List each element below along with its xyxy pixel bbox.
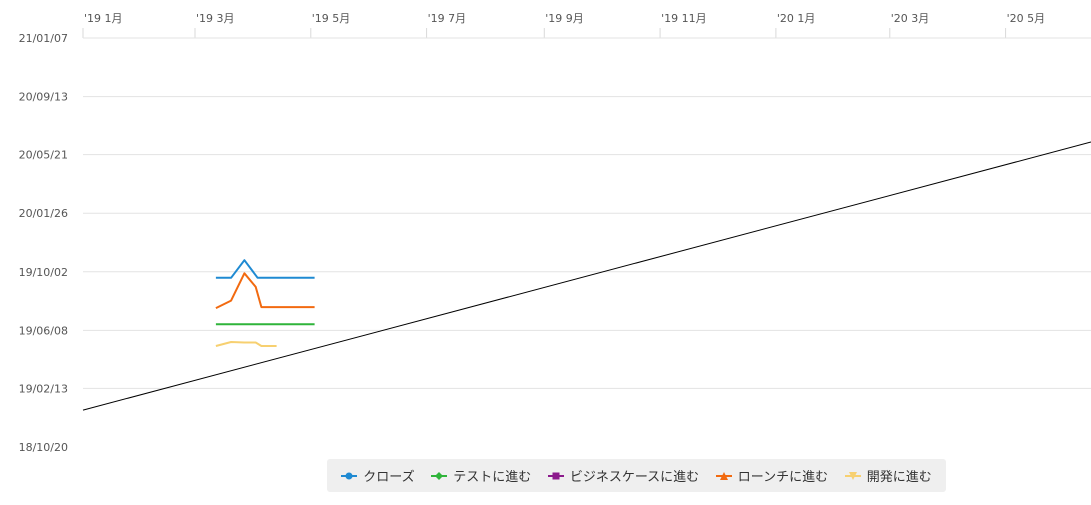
x-tick-label: '20 5月 [1007,12,1046,25]
legend-label: ローンチに進む [737,470,829,485]
y-tick-label: 19/10/02 [19,266,68,279]
legend: クローズ テストに進む ビジネスケースに進む ローンチに進む 開発に進む [327,459,946,492]
legend-label: クローズ [363,470,415,485]
y-axis: 18/10/20 19/02/13 19/06/08 19/10/02 20/01/26… [19,32,68,454]
legend-marker-icon [715,471,732,480]
y-tick-label: 21/01/07 [19,32,68,45]
legend-item-1[interactable]: クローズ [341,466,415,485]
x-axis: '19 1月 '19 3月 '19 5月 '19 7月 '19 9月 '19 11月 '20… [84,12,1045,25]
legend-label: 開発に進む [866,470,932,485]
x-tick-label: '20 3月 [891,12,930,25]
legend-label: テストに進む [453,470,532,485]
x-tick-label: '19 7月 [428,12,467,25]
legend-label: ビジネスケースに進む [569,470,700,485]
legend-item-4[interactable]: ローンチに進む [715,466,829,485]
x-tick-label: '19 5月 [312,12,351,25]
legend-marker-icon [547,472,564,479]
x-tick-label: '19 9月 [545,12,584,25]
legend-item-5[interactable]: 開発に進む [844,466,932,485]
x-tick-label: '19 3月 [196,12,235,25]
x-tick-label: '19 1月 [84,12,123,25]
y-tick-label: 20/01/26 [19,207,68,220]
grid-layer [82,28,1091,389]
series-line-5 [215,341,277,347]
y-tick-label: 18/10/20 [19,441,68,454]
legend-marker-icon [844,471,861,480]
series-line-4 [215,272,315,309]
legend-item-2[interactable]: テストに進む [431,466,531,485]
y-tick-label: 19/02/13 [19,382,68,395]
x-tick-label: '19 11月 [661,12,707,25]
reference-layer [82,141,1091,411]
x-tick-label: '20 1月 [777,12,816,25]
y-tick-label: 20/05/21 [19,149,68,162]
legend-item-3[interactable]: ビジネスケースに進む [547,466,700,485]
legend-marker-icon [341,472,358,479]
y-tick-label: 20/09/13 [19,91,68,104]
series-layer [215,259,315,347]
legend-marker-icon [431,471,448,480]
series-line-1 [215,259,315,279]
y-tick-label: 19/06/08 [19,324,68,337]
reference-line [82,141,1091,411]
